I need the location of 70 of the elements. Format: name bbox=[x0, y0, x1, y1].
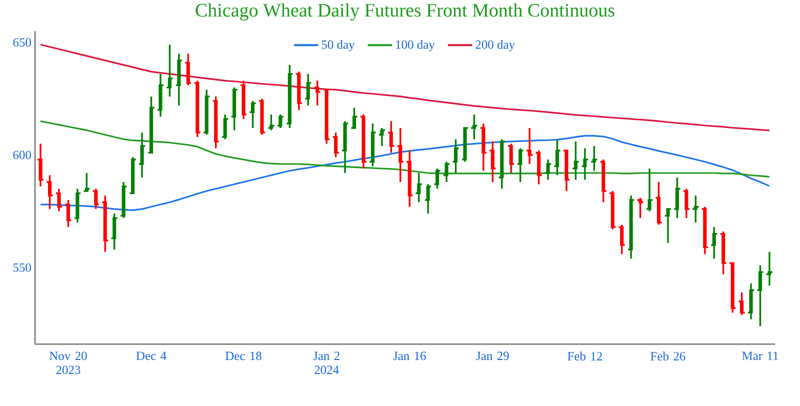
candlestick bbox=[350, 106, 358, 129]
candlestick bbox=[36, 142, 44, 188]
candlestick bbox=[166, 44, 174, 98]
candlestick bbox=[654, 181, 663, 226]
candlestick bbox=[738, 291, 746, 316]
candlestick bbox=[562, 150, 570, 192]
candlestick bbox=[55, 188, 63, 212]
candlestick bbox=[341, 120, 349, 174]
candlestick bbox=[414, 172, 423, 204]
candlestick bbox=[756, 264, 764, 327]
candlestick bbox=[572, 140, 580, 181]
candlestick bbox=[646, 168, 654, 212]
candlestick bbox=[692, 194, 700, 224]
candlestick bbox=[276, 114, 284, 129]
candlestick bbox=[396, 127, 404, 183]
candlestick bbox=[175, 52, 183, 106]
chart-title: Chicago Wheat Daily Futures Front Month Continuous bbox=[196, 3, 614, 21]
candlestick bbox=[636, 196, 644, 219]
x-tick-label: Dec 4 bbox=[136, 352, 166, 360]
legend-label: 100 day bbox=[396, 40, 435, 52]
candlestick bbox=[387, 120, 396, 154]
candlestick bbox=[544, 158, 552, 181]
candlestick bbox=[46, 174, 54, 210]
candlestick bbox=[673, 176, 682, 219]
candlestick bbox=[766, 250, 774, 286]
candlestick bbox=[507, 142, 516, 174]
legend-label: 50 day bbox=[322, 40, 355, 52]
candlestick bbox=[581, 147, 589, 181]
candlestick bbox=[110, 212, 118, 250]
candlestick bbox=[138, 132, 146, 178]
candlestick bbox=[470, 114, 478, 140]
x-tick-label: Nov 20 2023 bbox=[49, 352, 87, 374]
candlestick bbox=[360, 114, 368, 170]
x-tick-label: Jan 2 2024 bbox=[313, 352, 340, 374]
x-tick-label: Dec 18 bbox=[226, 352, 262, 360]
candlestick bbox=[452, 138, 460, 174]
candlestick bbox=[156, 73, 164, 118]
candlestick bbox=[221, 114, 229, 140]
candlestick bbox=[682, 188, 690, 219]
candlestick bbox=[82, 172, 91, 192]
candlestick bbox=[664, 208, 672, 244]
candlestick bbox=[313, 80, 322, 106]
candlestick bbox=[488, 140, 497, 183]
candlestick bbox=[267, 114, 276, 132]
candlestick bbox=[258, 98, 266, 136]
candlestick bbox=[378, 127, 386, 147]
legend-label: 200 day bbox=[476, 40, 515, 52]
candlestick bbox=[480, 122, 488, 172]
candlestick bbox=[526, 127, 534, 165]
x-tick-label: Feb 12 bbox=[568, 352, 602, 360]
candlestick bbox=[304, 73, 312, 106]
candlestick bbox=[442, 160, 450, 183]
candlestick bbox=[64, 199, 72, 228]
candlestick bbox=[248, 100, 257, 129]
x-tick-label: Feb 26 bbox=[650, 352, 686, 360]
candlestick bbox=[618, 224, 626, 255]
x-tick-label: Mar 11 bbox=[742, 352, 778, 360]
candlestick bbox=[553, 138, 562, 176]
candlestick bbox=[747, 282, 755, 320]
candlestick bbox=[590, 145, 598, 172]
candlestick bbox=[424, 183, 432, 214]
candlestick bbox=[92, 188, 100, 210]
y-tick-label: 650 bbox=[13, 38, 31, 47]
x-tick-label: Jan 29 bbox=[476, 352, 509, 360]
y-tick-label: 600 bbox=[13, 150, 31, 160]
candlestick bbox=[710, 226, 718, 260]
x-tick-label: Jan 16 bbox=[393, 352, 426, 360]
candlestick bbox=[516, 147, 524, 183]
candlestick bbox=[406, 150, 414, 208]
y-tick-label: 550 bbox=[13, 263, 31, 272]
